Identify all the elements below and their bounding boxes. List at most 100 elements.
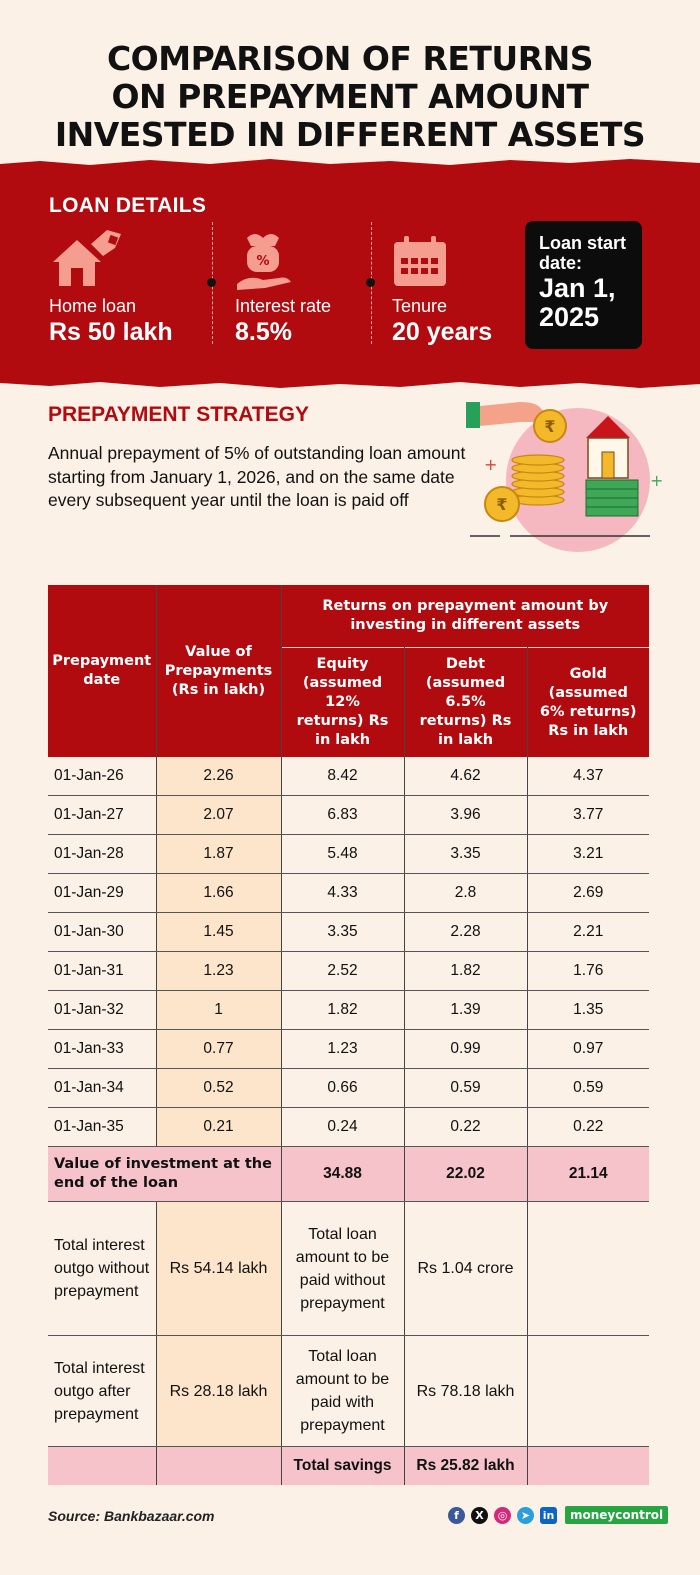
strategy-text: Annual prepayment of 5% of outstanding l… bbox=[48, 443, 466, 510]
cell-equity: 8.42 bbox=[281, 757, 405, 796]
header-returns-group: Returns on prepayment amount by investin… bbox=[281, 585, 649, 648]
calendar-icon bbox=[394, 236, 446, 286]
cell-gold: 0.59 bbox=[527, 1068, 649, 1108]
instagram-icon[interactable]: ◎ bbox=[494, 1506, 511, 1524]
summary-empty-cell bbox=[527, 1201, 649, 1336]
cell-gold: 0.22 bbox=[527, 1107, 649, 1147]
summary-value: Rs 28.18 lakh bbox=[156, 1335, 282, 1447]
separator-dot bbox=[366, 278, 375, 287]
cell-value: 1.23 bbox=[156, 951, 282, 991]
tenure-label: Tenure bbox=[392, 296, 448, 316]
cell-debt: 1.39 bbox=[404, 990, 528, 1030]
total-equity: 34.88 bbox=[281, 1146, 405, 1202]
cell-debt: 0.59 bbox=[404, 1068, 528, 1108]
table-subheader-row: Equity (assumed 12% returns) Rs in lakh … bbox=[48, 647, 649, 757]
title-line: COMPARISON OF RETURNS bbox=[106, 39, 594, 78]
svg-text:₹: ₹ bbox=[544, 417, 555, 436]
summary-value: Rs 54.14 lakh bbox=[156, 1201, 282, 1336]
table-row: 01-Jan-27 2.07 6.83 3.96 3.77 bbox=[48, 795, 649, 835]
svg-text:+: + bbox=[484, 455, 497, 474]
savings-empty-cell bbox=[527, 1446, 649, 1485]
cell-gold: 0.97 bbox=[527, 1029, 649, 1069]
cell-value: 1.87 bbox=[156, 834, 282, 874]
summary-row: Total interest outgo after prepayment Rs… bbox=[48, 1335, 649, 1447]
summary-label-2: Total loan amount to be paid without pre… bbox=[281, 1201, 405, 1336]
cell-debt: 0.22 bbox=[404, 1107, 528, 1147]
loan-start-date-label: Loan start date: bbox=[539, 233, 627, 273]
cell-debt: 2.28 bbox=[404, 912, 528, 952]
summary-row: Total interest outgo without prepayment … bbox=[48, 1201, 649, 1336]
cell-date: 01-Jan-26 bbox=[48, 757, 157, 796]
page-title: COMPARISON OF RETURNS ON PREPAYMENT AMOU… bbox=[0, 40, 700, 154]
cell-equity: 4.33 bbox=[281, 873, 405, 913]
coins-house-illustration-icon: ₹ ₹ + + bbox=[466, 402, 663, 552]
x-icon[interactable]: X bbox=[471, 1506, 488, 1524]
cell-date: 01-Jan-30 bbox=[48, 912, 157, 952]
cell-gold: 2.69 bbox=[527, 873, 649, 913]
cell-date: 01-Jan-27 bbox=[48, 795, 157, 835]
interest-rate-label: Interest rate bbox=[235, 296, 332, 316]
house-hand-icon bbox=[53, 230, 121, 286]
home-loan-label: Home loan bbox=[49, 296, 137, 316]
torn-edge-bottom bbox=[0, 378, 700, 388]
table-row: 01-Jan-32 1 1.82 1.39 1.35 bbox=[48, 990, 649, 1030]
summary-value-2: Rs 78.18 lakh bbox=[404, 1335, 528, 1447]
table-row: 01-Jan-31 1.23 2.52 1.82 1.76 bbox=[48, 951, 649, 991]
savings-label: Total savings bbox=[281, 1446, 405, 1485]
cell-gold: 3.77 bbox=[527, 795, 649, 835]
cell-date: 01-Jan-31 bbox=[48, 951, 157, 991]
telegram-icon[interactable]: ➤ bbox=[517, 1506, 534, 1524]
cell-debt: 3.96 bbox=[404, 795, 528, 835]
cell-value: 1.66 bbox=[156, 873, 282, 913]
linkedin-icon[interactable]: in bbox=[540, 1506, 557, 1524]
cell-gold: 4.37 bbox=[527, 757, 649, 796]
savings-empty-cell bbox=[48, 1446, 157, 1485]
table-row: 01-Jan-26 2.26 8.42 4.62 4.37 bbox=[48, 757, 649, 796]
cell-equity: 1.23 bbox=[281, 1029, 405, 1069]
returns-table: Prepayment date Value of Prepayments (Rs… bbox=[48, 585, 649, 1485]
header-prepayment-date: Prepayment date bbox=[48, 585, 157, 757]
cell-debt: 4.62 bbox=[404, 757, 528, 796]
svg-text:₹: ₹ bbox=[496, 495, 507, 514]
loan-start-date-box: Loan start date: Jan 1, 2025 bbox=[525, 221, 642, 349]
cell-equity: 0.66 bbox=[281, 1068, 405, 1108]
table-header-row: Prepayment date Value of Prepayments (Rs… bbox=[48, 585, 649, 757]
tenure-value: 20 years bbox=[392, 318, 493, 346]
cell-equity: 3.35 bbox=[281, 912, 405, 952]
separator-dot bbox=[207, 278, 216, 287]
cell-value: 2.26 bbox=[156, 757, 282, 796]
header-value-of-prepayments: Value of Prepayments (Rs in lakh) bbox=[156, 585, 282, 757]
cell-value: 0.21 bbox=[156, 1107, 282, 1147]
svg-text:+: + bbox=[650, 471, 663, 490]
header-gold: Gold (assumed 6% returns) Rs in lakh bbox=[527, 647, 649, 757]
cell-equity: 0.24 bbox=[281, 1107, 405, 1147]
savings-row: Total savings Rs 25.82 lakh bbox=[48, 1446, 649, 1485]
cell-value: 2.07 bbox=[156, 795, 282, 835]
savings-value: Rs 25.82 lakh bbox=[404, 1446, 528, 1485]
cell-gold: 3.21 bbox=[527, 834, 649, 874]
table-row: 01-Jan-28 1.87 5.48 3.35 3.21 bbox=[48, 834, 649, 874]
total-row: Value of investment at the end of the lo… bbox=[48, 1146, 649, 1202]
facebook-icon[interactable]: f bbox=[448, 1506, 465, 1524]
cell-value: 1 bbox=[156, 990, 282, 1030]
cell-gold: 1.35 bbox=[527, 990, 649, 1030]
total-debt: 22.02 bbox=[404, 1146, 528, 1202]
total-gold: 21.14 bbox=[527, 1146, 649, 1202]
summary-empty-cell bbox=[527, 1335, 649, 1447]
table-row: 01-Jan-29 1.66 4.33 2.8 2.69 bbox=[48, 873, 649, 913]
cell-date: 01-Jan-35 bbox=[48, 1107, 157, 1147]
moneycontrol-logo[interactable]: moneycontrol bbox=[565, 1506, 669, 1524]
social-icons: f X ◎ ➤ in moneycontrol bbox=[448, 1506, 669, 1524]
cell-value: 1.45 bbox=[156, 912, 282, 952]
cell-equity: 2.52 bbox=[281, 951, 405, 991]
table-row: 01-Jan-34 0.52 0.66 0.59 0.59 bbox=[48, 1068, 649, 1108]
header-equity: Equity (assumed 12% returns) Rs in lakh bbox=[281, 647, 405, 757]
table-row: 01-Jan-33 0.77 1.23 0.99 0.97 bbox=[48, 1029, 649, 1069]
interest-rate-value: 8.5% bbox=[235, 318, 292, 346]
summary-label: Total interest outgo without prepayment bbox=[48, 1201, 157, 1336]
cell-date: 01-Jan-34 bbox=[48, 1068, 157, 1108]
header-debt: Debt (assumed 6.5% returns) Rs in lakh bbox=[404, 647, 528, 757]
cell-equity: 5.48 bbox=[281, 834, 405, 874]
summary-label: Total interest outgo after prepayment bbox=[48, 1335, 157, 1447]
cell-date: 01-Jan-33 bbox=[48, 1029, 157, 1069]
